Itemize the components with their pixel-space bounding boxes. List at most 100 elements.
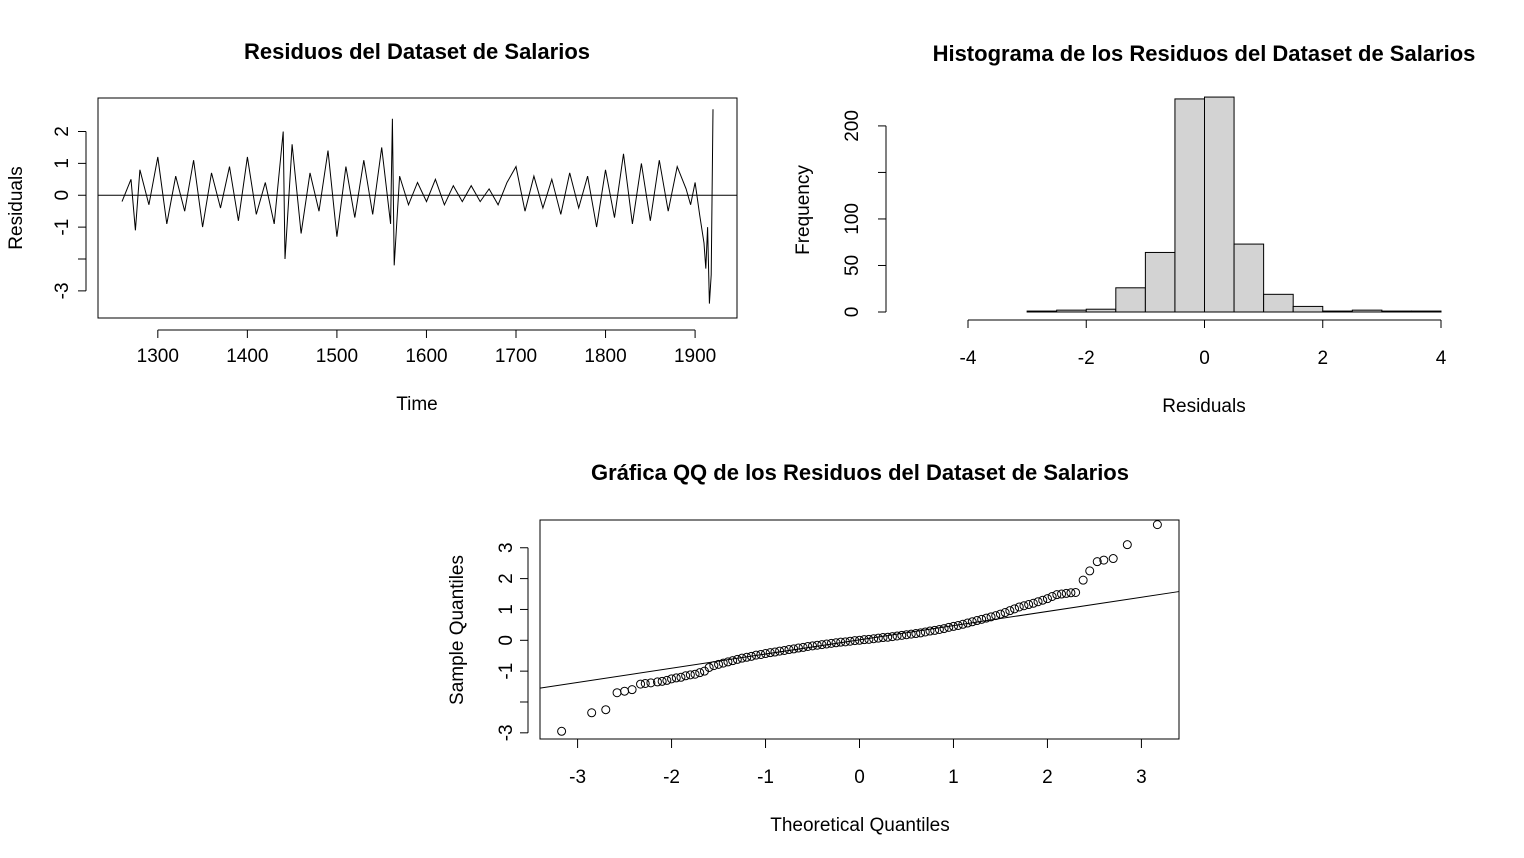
qq-point xyxy=(662,675,672,685)
qq-point xyxy=(864,634,874,644)
residual-series-line xyxy=(121,109,714,304)
qq-point xyxy=(1052,590,1062,600)
histogram-bar xyxy=(1410,310,1442,313)
y-tick-label: -1 xyxy=(496,663,517,680)
x-tick-label: 1600 xyxy=(405,346,447,367)
qq-point xyxy=(640,678,650,688)
qq-point xyxy=(873,633,883,643)
residuals-histogram-panel: Histograma de los Residuos del Dataset d… xyxy=(793,41,1475,417)
x-tick-label: 1900 xyxy=(674,346,716,367)
histogram-bar xyxy=(1381,310,1412,313)
qq-point xyxy=(1085,566,1095,576)
x-tick-label: 2 xyxy=(1317,348,1328,369)
qq-point xyxy=(667,674,677,684)
histogram-bar xyxy=(1351,309,1383,313)
y-tick-label: -3 xyxy=(496,724,517,741)
y-tick-label: 1 xyxy=(52,158,73,169)
qq-point xyxy=(1028,598,1038,608)
qq-point xyxy=(671,673,681,683)
histogram-bar xyxy=(1263,293,1294,313)
qq-point xyxy=(1047,591,1057,601)
qq-point xyxy=(977,614,987,624)
y-axis-label: Residuals xyxy=(6,166,27,249)
y-tick-label: 0 xyxy=(52,190,73,201)
qq-point xyxy=(793,643,803,653)
qq-point xyxy=(746,651,756,661)
qq-point xyxy=(1071,587,1081,597)
qq-point xyxy=(1042,594,1052,604)
histogram-bar xyxy=(1292,305,1324,313)
plot-frame xyxy=(539,519,1180,740)
qq-point xyxy=(685,670,695,680)
qq-point xyxy=(803,641,813,651)
qq-point xyxy=(732,654,742,664)
qq-point xyxy=(1033,597,1043,607)
chart-title: Histograma de los Residuos del Dataset d… xyxy=(933,41,1476,66)
qq-point xyxy=(850,636,860,646)
x-tick-label: 2 xyxy=(1042,767,1053,788)
qq-point xyxy=(1078,575,1088,585)
qq-point xyxy=(775,646,785,656)
x-tick-label: 1300 xyxy=(137,346,179,367)
qq-point xyxy=(784,645,794,655)
x-tick-label: -2 xyxy=(663,767,680,788)
qq-point xyxy=(883,632,893,642)
qq-point xyxy=(878,633,888,643)
qq-point xyxy=(627,685,637,695)
qq-point xyxy=(601,705,611,715)
qq-point xyxy=(652,677,662,687)
qq-point xyxy=(612,688,622,698)
x-tick-label: -4 xyxy=(960,348,977,369)
qq-point xyxy=(892,631,902,641)
qq-point xyxy=(646,678,656,688)
qq-point xyxy=(1057,589,1067,599)
qq-point xyxy=(620,686,630,696)
qq-point xyxy=(991,611,1001,621)
x-tick-label: 1500 xyxy=(316,346,358,367)
qq-point xyxy=(986,612,996,622)
chart-title: Gráfica QQ de los Residuos del Dataset d… xyxy=(591,460,1129,485)
qq-point xyxy=(742,652,752,662)
qq-point xyxy=(695,668,705,678)
qq-point xyxy=(728,656,738,666)
qq-point xyxy=(1010,604,1020,614)
qq-point xyxy=(690,669,700,679)
x-tick-label: 0 xyxy=(1199,348,1210,369)
qq-point xyxy=(845,636,855,646)
qq-point xyxy=(869,634,879,644)
qq-point xyxy=(1005,606,1015,616)
qq-point xyxy=(808,641,818,651)
qq-point xyxy=(1024,600,1034,610)
histogram-bar xyxy=(1174,98,1205,313)
x-axis-label: Residuals xyxy=(1162,396,1245,417)
qq-point xyxy=(963,618,973,628)
y-tick-label: 100 xyxy=(842,203,863,235)
y-tick-label: -1 xyxy=(52,219,73,236)
qq-point xyxy=(901,630,911,640)
qq-point xyxy=(967,617,977,627)
qq-point xyxy=(709,661,719,671)
qq-point xyxy=(958,619,968,629)
qq-point xyxy=(718,658,728,668)
x-tick-label: -1 xyxy=(757,767,774,788)
qq-point xyxy=(1019,601,1029,611)
y-tick-label: 3 xyxy=(496,542,517,553)
chart-title: Residuos del Dataset de Salarios xyxy=(244,39,590,64)
qq-point xyxy=(587,708,597,718)
x-tick-label: 1 xyxy=(948,767,959,788)
histogram-bar xyxy=(1204,96,1235,313)
qq-point xyxy=(972,616,982,626)
qq-point xyxy=(1122,540,1132,550)
qq-point xyxy=(855,635,864,645)
y-tick-label: 0 xyxy=(842,307,863,318)
qq-point xyxy=(925,626,935,636)
y-tick-label: 0 xyxy=(496,635,517,646)
qq-point xyxy=(779,645,789,655)
histogram-bar xyxy=(1085,308,1117,313)
x-tick-label: 4 xyxy=(1436,348,1447,369)
qq-point xyxy=(676,672,686,682)
qq-point xyxy=(831,638,841,648)
x-tick-label: 0 xyxy=(854,767,865,788)
qq-point xyxy=(897,630,907,640)
x-tick-label: 1400 xyxy=(226,346,268,367)
